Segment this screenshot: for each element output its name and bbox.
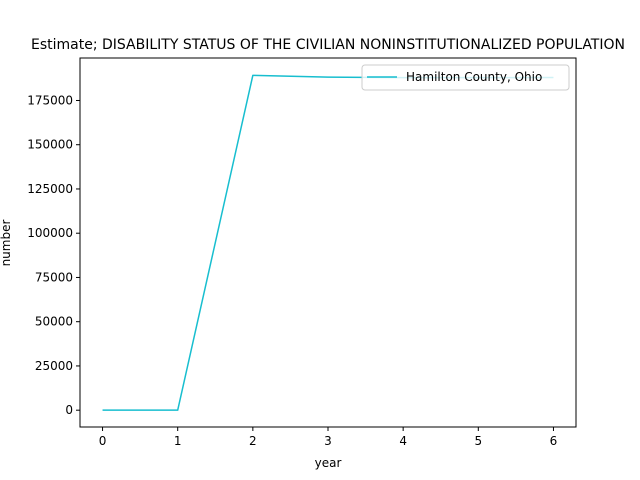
legend-box <box>361 64 570 91</box>
y-tick-label: 0 <box>65 403 73 417</box>
y-tick-label: 175000 <box>27 93 73 107</box>
legend-label: Hamilton County, Ohio <box>406 70 542 84</box>
y-tick-label: 75000 <box>35 270 73 284</box>
y-axis-ticks: 0 25000 50000 75000 100000 125000 150000 175000 <box>27 93 80 417</box>
y-tick-label: 125000 <box>27 182 73 196</box>
x-tick-label: 1 <box>174 434 182 448</box>
x-tick-label: 4 <box>399 434 407 448</box>
x-tick-label: 6 <box>550 434 558 448</box>
x-tick-label: 5 <box>474 434 482 448</box>
y-tick-label: 100000 <box>27 226 73 240</box>
y-tick-label: 150000 <box>27 138 73 152</box>
chart-title: Estimate; DISABILITY STATUS OF THE CIVIL… <box>31 37 625 53</box>
x-axis-label: year <box>315 456 342 470</box>
legend: Hamilton County, Ohio <box>361 64 570 91</box>
x-tick-label: 0 <box>99 434 107 448</box>
y-tick-label: 50000 <box>35 315 73 329</box>
x-tick-label: 2 <box>249 434 257 448</box>
x-tick-label: 3 <box>324 434 332 448</box>
y-tick-label: 25000 <box>35 359 73 373</box>
x-axis-ticks: 0 1 2 3 4 5 6 <box>99 427 558 448</box>
plot-area <box>80 58 576 427</box>
y-axis-label: number <box>0 220 13 267</box>
